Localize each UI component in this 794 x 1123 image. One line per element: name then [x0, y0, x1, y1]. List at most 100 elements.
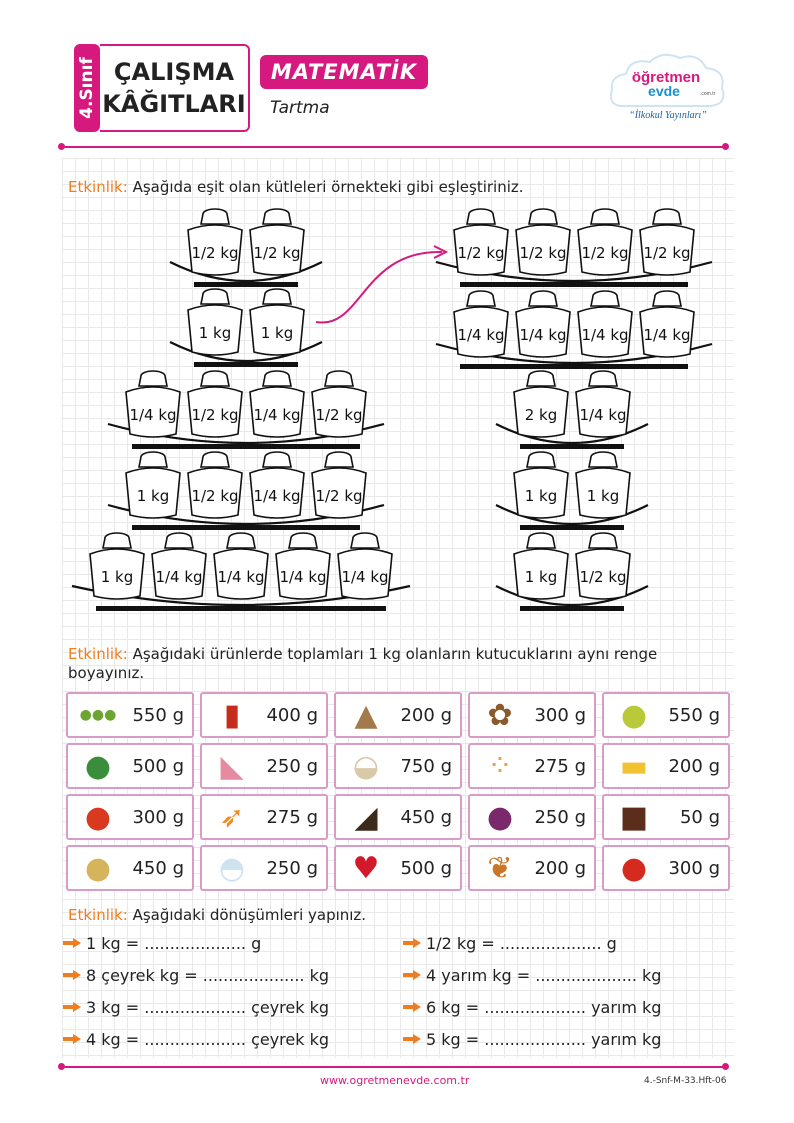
- weight-label: 1/2 kg: [315, 406, 362, 424]
- weight: 1/2 kg: [453, 208, 509, 276]
- weight-label: 1/2 kg: [315, 487, 362, 505]
- header-divider: [62, 146, 726, 148]
- product-box[interactable]: ▬ 200 g: [602, 743, 730, 789]
- activity-label: Etkinlik:: [68, 645, 128, 663]
- product-box[interactable]: ●●● 550 g: [66, 692, 194, 738]
- weight-label: 1 kg: [525, 487, 558, 505]
- product-box[interactable]: ● 500 g: [66, 743, 194, 789]
- product-box[interactable]: ♥ 500 g: [334, 845, 462, 891]
- walnut-icon: ✿: [487, 697, 513, 733]
- conversion-item[interactable]: 8 çeyrek kg = .................... kg: [62, 966, 329, 985]
- product-box[interactable]: ● 250 g: [468, 794, 596, 840]
- weight-label: 1/4 kg: [155, 568, 202, 586]
- product-box[interactable]: ❦ 200 g: [468, 845, 596, 891]
- conversion-item[interactable]: 5 kg = .................... yarım kg: [402, 1030, 661, 1049]
- weight-body: [337, 548, 393, 600]
- product-box[interactable]: ◣ 250 g: [200, 743, 328, 789]
- divider-dot: [722, 1063, 729, 1070]
- product-weight: 50 g: [679, 806, 720, 828]
- ice-cream-icon: ◓: [218, 850, 246, 886]
- weight-body: [639, 224, 695, 276]
- footer-code: 4.-Snf-M-33.Hft-06: [644, 1076, 727, 1086]
- weight: 1/4 kg: [337, 532, 393, 600]
- weight-label: 1/2 kg: [519, 244, 566, 262]
- product-box[interactable]: ● 300 g: [66, 794, 194, 840]
- arrow-icon: [62, 1030, 82, 1049]
- watermelon-icon: ●: [84, 748, 112, 784]
- product-box[interactable]: ◓ 250 g: [200, 845, 328, 891]
- product-box[interactable]: ● 450 g: [66, 845, 194, 891]
- conversion-item[interactable]: 3 kg = .................... çeyrek kg: [62, 998, 329, 1017]
- weight-label: 1/4 kg: [253, 406, 300, 424]
- scale-1: 1/2 kg 1/2 kg: [169, 208, 323, 287]
- weight-neck: [288, 537, 318, 549]
- conversion-item[interactable]: 1/2 kg = .................... g: [402, 934, 617, 953]
- weight: 1/4 kg: [453, 290, 509, 358]
- product-box[interactable]: ▲ 200 g: [334, 692, 462, 738]
- weight-label: 1/4 kg: [253, 487, 300, 505]
- product-box[interactable]: ● 550 g: [602, 692, 730, 738]
- weight-label: 1/2 kg: [191, 487, 238, 505]
- product-box[interactable]: ▮ 400 g: [200, 692, 328, 738]
- product-box[interactable]: ➶ 275 g: [200, 794, 328, 840]
- product-box[interactable]: ⁘ 275 g: [468, 743, 596, 789]
- weight: 1/4 kg: [249, 451, 305, 519]
- weight-body: [311, 467, 367, 519]
- weight-label: 1 kg: [101, 568, 134, 586]
- product-grid: ●●● 550 g ▮ 400 g ▲ 200 g ✿ 300 g ● 550 g ● 500 g ◣ 2…: [66, 692, 732, 891]
- product-box[interactable]: ● 300 g: [602, 845, 730, 891]
- product-weight: 750 g: [400, 755, 452, 777]
- example-match-arrow: [315, 250, 443, 324]
- product-box[interactable]: ■ 50 g: [602, 794, 730, 840]
- publisher-logo: öğretmen evde .com.tr “İlkokul Yayınları…: [610, 53, 725, 121]
- conversion-text: 4 yarım kg = .................... kg: [426, 966, 662, 985]
- weight-body: [575, 386, 631, 438]
- onion-icon: ●: [486, 799, 514, 835]
- conversion-text: 1 kg = .................... g: [86, 934, 262, 953]
- weight-body: [453, 306, 509, 358]
- sack-icon: ▲: [354, 697, 378, 733]
- weight-label: 1/4 kg: [129, 406, 176, 424]
- weight-neck: [526, 456, 556, 468]
- product-box[interactable]: ◒ 750 g: [334, 743, 462, 789]
- weight: 1 kg: [513, 451, 569, 519]
- weight-neck: [588, 375, 618, 387]
- apple-icon: ●: [620, 850, 648, 886]
- conversion-item[interactable]: 6 kg = .................... yarım kg: [402, 998, 661, 1017]
- weight-label: 1 kg: [525, 568, 558, 586]
- weight-label: 1/2 kg: [581, 244, 628, 262]
- activity-2-instruction: Etkinlik: Aşağıdaki ürünlerde toplamları…: [68, 645, 658, 682]
- weight: 1/4 kg: [249, 370, 305, 438]
- conversion-item[interactable]: 4 yarım kg = .................... kg: [402, 966, 661, 985]
- conversion-item[interactable]: 1 kg = .................... g: [62, 934, 261, 953]
- subject-badge: MATEMATİK: [260, 55, 428, 89]
- product-weight: 400 g: [266, 704, 318, 726]
- scale-4: 1 kg 1/2 kg 1/4 kg 1/2 kg: [107, 451, 385, 530]
- arrow-head: [433, 245, 449, 259]
- worksheet-title: ÇALIŞMA KÂĞITLARI: [100, 44, 250, 132]
- weight-neck: [164, 537, 194, 549]
- weight-body: [577, 306, 633, 358]
- weight-neck: [588, 537, 618, 549]
- product-box[interactable]: ✿ 300 g: [468, 692, 596, 738]
- butter-icon: ▬: [619, 748, 649, 784]
- conversion-item[interactable]: 4 kg = .................... çeyrek kg: [62, 1030, 329, 1049]
- weight-label: 1/4 kg: [581, 326, 628, 344]
- product-weight: 500 g: [400, 857, 452, 879]
- weight-body: [249, 224, 305, 276]
- weight-label: 1/2 kg: [579, 568, 626, 586]
- weight: 1/4 kg: [151, 532, 207, 600]
- weight: 1/2 kg: [249, 208, 305, 276]
- weight-label: 1/4 kg: [519, 326, 566, 344]
- svg-text:evde: evde: [648, 83, 680, 99]
- weight-label: 1/2 kg: [191, 244, 238, 262]
- weight-body: [187, 304, 243, 356]
- weight-label: 1/2 kg: [643, 244, 690, 262]
- weight-label: 1 kg: [261, 324, 294, 342]
- scale-5: 1 kg 1/4 kg 1/4 kg 1/4 kg 1/4 kg: [71, 532, 411, 611]
- product-weight: 200 g: [534, 857, 586, 879]
- product-box[interactable]: ◢ 450 g: [334, 794, 462, 840]
- weight: 1/4 kg: [515, 290, 571, 358]
- footer-url[interactable]: www.ogretmenevde.com.tr: [320, 1074, 470, 1087]
- scale-tray: [169, 261, 323, 282]
